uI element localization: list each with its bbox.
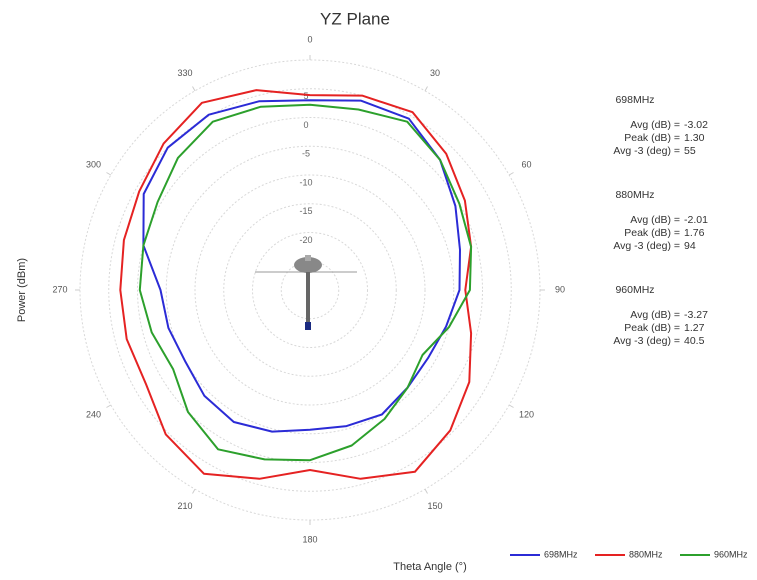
series-line (138, 103, 473, 462)
stat-label: Avg -3 (deg) = (613, 145, 680, 157)
x-axis-label: Theta Angle (°) (393, 561, 467, 573)
y-axis-label: Power (dBm) (16, 258, 28, 322)
angle-tick-label: 120 (519, 409, 534, 419)
angle-tick-label: 60 (521, 159, 531, 169)
grid-ring (252, 232, 368, 348)
stat-label: Avg -3 (deg) = (613, 335, 680, 347)
stat-label: Peak (dB) = (624, 227, 680, 239)
stat-title: 698MHz (615, 94, 654, 106)
r-tick-label: -5 (302, 149, 310, 159)
angle-tick-label: 330 (177, 68, 192, 78)
angle-tick (106, 404, 112, 408)
stat-title: 960MHz (615, 284, 654, 296)
stat-value: 1.76 (684, 227, 705, 239)
angle-tick (106, 172, 112, 176)
angle-tick (192, 488, 196, 494)
angle-tick (508, 172, 514, 176)
r-tick-label: 5 (303, 91, 308, 101)
stat-value: 55 (684, 145, 696, 157)
angle-tick-label: 300 (86, 159, 101, 169)
angle-tick (508, 404, 514, 408)
angle-tick-label: 270 (52, 284, 67, 294)
stat-value: 1.30 (684, 132, 705, 144)
legend-label: 698MHz (544, 549, 578, 559)
stat-value: 1.27 (684, 322, 705, 334)
r-tick-label: 0 (303, 120, 308, 130)
r-tick-label: -15 (299, 206, 312, 216)
angle-tick-label: 180 (302, 534, 317, 544)
stat-label: Avg (dB) = (630, 119, 680, 131)
legend-label: 960MHz (714, 549, 748, 559)
series-line (119, 89, 473, 480)
angle-tick (424, 488, 428, 494)
angle-tick-label: 30 (430, 68, 440, 78)
angle-tick-label: 150 (427, 501, 442, 511)
angle-tick-label: 0 (307, 34, 312, 44)
stat-value: 94 (684, 240, 696, 252)
stat-value: -3.02 (684, 119, 708, 131)
stat-label: Peak (dB) = (624, 322, 680, 334)
stat-label: Avg -3 (deg) = (613, 240, 680, 252)
stat-label: Avg (dB) = (630, 309, 680, 321)
angle-tick (424, 86, 428, 92)
stat-value: -2.01 (684, 214, 708, 226)
grid-ring (194, 174, 426, 406)
r-tick-label: -10 (299, 177, 312, 187)
grid-ring (108, 88, 512, 492)
stat-label: Peak (dB) = (624, 132, 680, 144)
legend-label: 880MHz (629, 549, 663, 559)
grid-ring (223, 203, 397, 377)
r-tick-label: -20 (299, 235, 312, 245)
stat-label: Avg (dB) = (630, 214, 680, 226)
stat-value: 40.5 (684, 335, 705, 347)
grid-ring (165, 145, 455, 435)
antenna-icon (255, 255, 357, 330)
chart-title: YZ Plane (320, 9, 390, 28)
angle-tick-label: 210 (177, 501, 192, 511)
stat-title: 880MHz (615, 189, 654, 201)
angle-tick-label: 240 (86, 409, 101, 419)
angle-tick-label: 90 (555, 284, 565, 294)
series-line (142, 99, 461, 433)
stat-value: -3.27 (684, 309, 708, 321)
angle-tick (192, 86, 196, 92)
grid-ring (137, 117, 483, 463)
